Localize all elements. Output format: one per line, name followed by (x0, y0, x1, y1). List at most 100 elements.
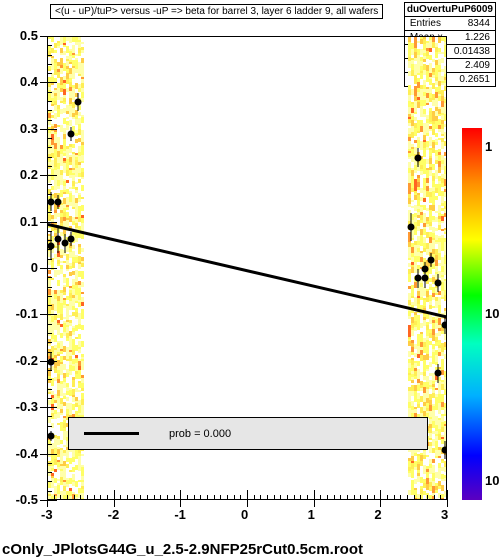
y-minor-tick (47, 120, 52, 121)
colorbar (462, 128, 482, 500)
y-minor-tick (47, 463, 52, 464)
y-minor-tick (47, 184, 52, 185)
y-minor-tick (47, 305, 52, 306)
error-bar (58, 195, 59, 209)
x-tick (114, 500, 115, 507)
x-minor-tick (87, 495, 88, 500)
y-minor-tick (47, 259, 52, 260)
error-bar (418, 269, 419, 288)
x-minor-tick (340, 495, 341, 500)
x-minor-tick (287, 495, 288, 500)
x-minor-tick (434, 495, 435, 500)
y-tick (40, 407, 47, 408)
y-tick (40, 82, 47, 83)
error-bar (51, 353, 52, 372)
y-minor-tick (47, 110, 52, 111)
y-minor-tick (47, 352, 52, 353)
x-tick-inner (47, 490, 48, 500)
x-tick-label: 2 (374, 507, 381, 522)
x-tick-label: 3 (441, 507, 448, 522)
y-minor-tick (47, 277, 52, 278)
y-minor-tick (47, 203, 52, 204)
x-tick-inner (114, 490, 115, 500)
legend-text: prob = 0.000 (169, 428, 231, 440)
stats-value: 0.2651 (459, 74, 490, 85)
y-minor-tick (47, 55, 52, 56)
error-bar (51, 192, 52, 211)
y-tick (40, 454, 47, 455)
y-minor-tick (47, 472, 52, 473)
x-minor-tick (427, 495, 428, 500)
x-minor-tick (174, 495, 175, 500)
error-bar (78, 93, 79, 112)
x-minor-tick (274, 495, 275, 500)
plot-title: <(u - uP)/tuP> versus -uP => beta for ba… (50, 4, 383, 19)
y-tick (40, 500, 47, 501)
y-tick-inner (47, 222, 57, 223)
x-minor-tick (387, 495, 388, 500)
legend-line (84, 432, 139, 435)
x-tick (314, 500, 315, 507)
y-minor-tick (47, 398, 52, 399)
x-tick (247, 500, 248, 507)
x-tick-inner (314, 490, 315, 500)
y-tick-label: -0.3 (16, 399, 38, 414)
y-minor-tick (47, 92, 52, 93)
y-tick-label: -0.2 (16, 353, 38, 368)
x-tick-label: -3 (41, 507, 53, 522)
x-minor-tick (440, 495, 441, 500)
y-tick-inner (47, 361, 57, 362)
colorbar-label: 1 (485, 139, 492, 154)
y-minor-tick (47, 481, 52, 482)
x-tick-label: 0 (241, 507, 248, 522)
x-tick (47, 500, 48, 507)
legend-box: prob = 0.000 (68, 417, 428, 449)
x-minor-tick (300, 495, 301, 500)
x-minor-tick (200, 495, 201, 500)
y-minor-tick (47, 370, 52, 371)
y-minor-tick (47, 138, 52, 139)
y-tick-label: 0.2 (20, 167, 38, 182)
heatmap-column (444, 37, 446, 499)
y-tick (40, 314, 47, 315)
error-bar (444, 441, 445, 460)
x-minor-tick (147, 495, 148, 500)
x-minor-tick (400, 495, 401, 500)
colorbar-label: 10 (485, 473, 499, 488)
y-minor-tick (47, 45, 52, 46)
y-tick (40, 175, 47, 176)
y-tick-inner (47, 82, 57, 83)
x-minor-tick (227, 495, 228, 500)
x-minor-tick (134, 495, 135, 500)
y-minor-tick (47, 231, 52, 232)
y-minor-tick (47, 147, 52, 148)
y-minor-tick (47, 435, 52, 436)
y-minor-tick (47, 101, 52, 102)
x-minor-tick (107, 495, 108, 500)
x-minor-tick (374, 495, 375, 500)
stats-label: Entries (410, 18, 441, 29)
error-bar (438, 364, 439, 383)
y-minor-tick (47, 444, 52, 445)
y-tick (40, 129, 47, 130)
error-bar (411, 213, 412, 241)
x-tick (380, 500, 381, 507)
y-minor-tick (47, 240, 52, 241)
y-minor-tick (47, 296, 52, 297)
x-minor-tick (187, 495, 188, 500)
y-tick-inner (47, 175, 57, 176)
error-bar (71, 232, 72, 246)
x-minor-tick (140, 495, 141, 500)
x-minor-tick (360, 495, 361, 500)
y-minor-tick (47, 166, 52, 167)
y-tick-label: -0.1 (16, 306, 38, 321)
error-bar (51, 232, 52, 260)
x-tick-label: -1 (174, 507, 186, 522)
error-bar (71, 127, 72, 141)
error-bar (431, 253, 432, 267)
error-bar (51, 431, 52, 440)
x-minor-tick (60, 495, 61, 500)
y-tick-inner (47, 454, 57, 455)
error-bar (424, 269, 425, 288)
y-tick (40, 222, 47, 223)
